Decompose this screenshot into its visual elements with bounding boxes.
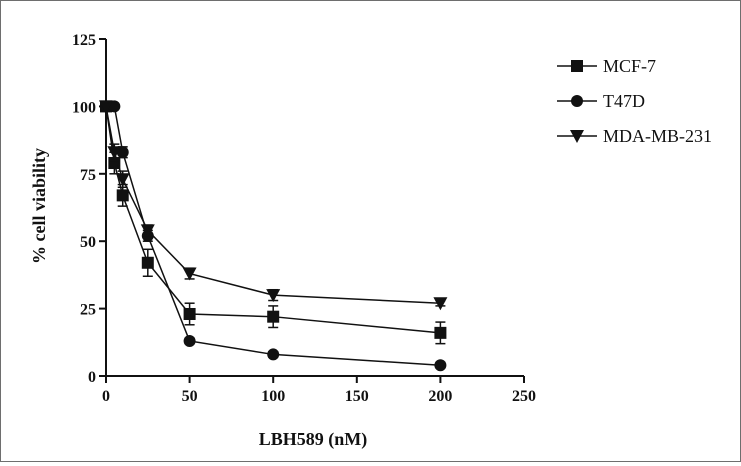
legend-item: MCF-7 [557, 56, 656, 76]
x-tick-label: 200 [428, 388, 452, 405]
y-tick-label: 125 [72, 32, 96, 49]
x-tick-label: 0 [102, 388, 110, 405]
y-tick-label: 0 [88, 369, 96, 386]
legend-label: T47D [603, 91, 645, 111]
y-tick-label: 75 [80, 167, 96, 184]
circle-marker [571, 95, 583, 107]
circle-marker [434, 359, 447, 372]
triangle-down-marker [266, 289, 281, 303]
axes: 0 50 100 150 200 250 0 25 50 75 100 125 [72, 32, 536, 405]
x-tick-label: 150 [345, 388, 369, 405]
legend-item: MDA-MB-231 [557, 126, 712, 146]
y-tick-label: 25 [80, 302, 96, 319]
square-marker [141, 256, 154, 269]
legend-label: MCF-7 [603, 56, 656, 76]
triangle-down-marker [99, 100, 113, 114]
triangle-down-marker [570, 130, 584, 143]
circle-marker [183, 334, 196, 347]
triangle-down-marker [140, 224, 155, 238]
triangle-down-marker [433, 297, 448, 311]
y-tick-label: 50 [80, 234, 96, 251]
square-marker [116, 189, 129, 202]
square-marker [571, 60, 583, 72]
x-axis-title: LBH589 (nM) [259, 429, 368, 450]
square-marker [434, 326, 447, 339]
square-marker [267, 310, 280, 323]
series-layer [99, 100, 448, 372]
legend: MCF-7 T47D MDA-MB-231 [557, 56, 712, 146]
y-axis-title: % cell viability [29, 148, 49, 264]
series-square [100, 100, 447, 345]
triangle-down-marker [107, 146, 122, 160]
triangle-down-marker [115, 173, 130, 187]
x-tick-label: 250 [512, 388, 536, 405]
square-marker [183, 307, 196, 320]
circle-marker [267, 348, 280, 361]
x-tick-label: 50 [182, 388, 198, 405]
series-triangle-down [99, 100, 448, 311]
legend-item: T47D [557, 91, 645, 111]
legend-label: MDA-MB-231 [603, 126, 712, 146]
y-tick-label: 100 [72, 99, 96, 116]
triangle-down-marker [182, 267, 197, 281]
x-tick-label: 100 [261, 388, 285, 405]
